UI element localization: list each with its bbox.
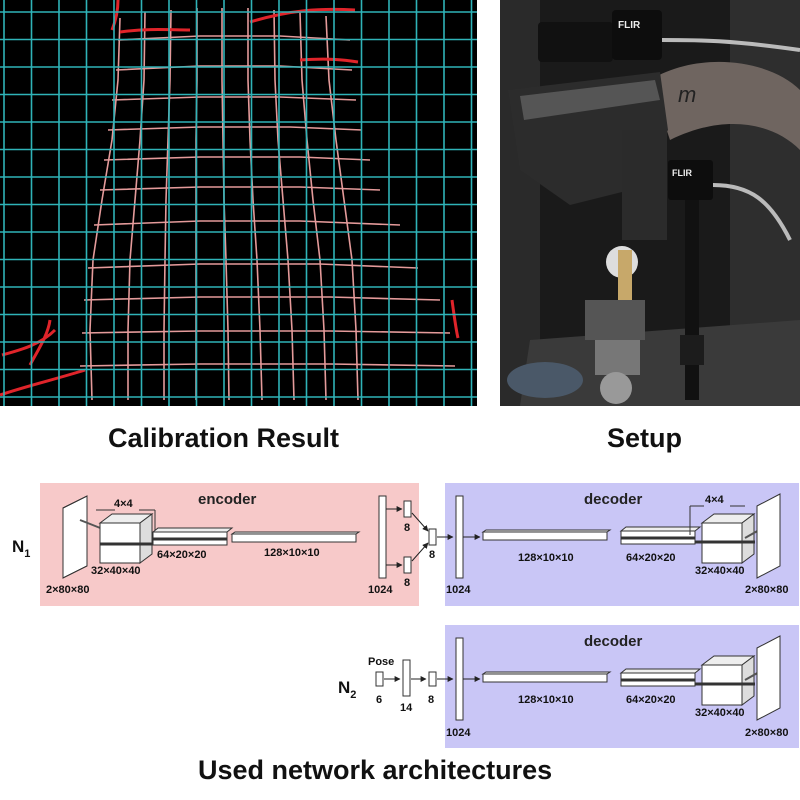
setup-photo: m FLIR FLIR (500, 0, 800, 406)
calibration-reference-grid (0, 0, 477, 406)
decoder-n1-deconv2-block (619, 526, 702, 545)
top-camera-lens (538, 22, 613, 62)
network2-latent-size: 8 (428, 694, 434, 706)
encoder-sigma-size: 8 (404, 577, 410, 589)
decoder-n1-deconv3-size: 32×40×40 (695, 565, 745, 577)
decoder-n1-fc-layer (455, 495, 464, 579)
decoder-n1-output-layer (756, 493, 781, 579)
network1-latent-size: 8 (429, 549, 435, 561)
network2-label: N2 (338, 678, 356, 701)
caption-calibration-result: Calibration Result (108, 423, 340, 453)
decoder-n2-fc-layer (455, 637, 464, 721)
network-architectures-diagram: N1 encoder 2×80×80 4×4 32×40×40 64×20×20… (12, 483, 799, 748)
caption-network-architectures: Used network architectures (198, 755, 553, 785)
decoder-n2-output-layer (756, 635, 781, 721)
decoder-kernel-size: 4×4 (705, 494, 725, 506)
network2-latent-layer (428, 671, 437, 687)
decoder-n2-deconv2-size: 64×20×20 (626, 694, 676, 706)
top-camera-body (612, 10, 662, 60)
calibration-warped-grid (79, 8, 456, 401)
decoder-n1-deconv3-block (695, 513, 756, 564)
side-camera-brand: FLIR (672, 168, 692, 178)
decoder-n1-fc-size: 1024 (446, 584, 471, 596)
encoder-conv2-size: 64×20×20 (157, 549, 207, 561)
decoder-n2-deconv3-size: 32×40×40 (695, 707, 745, 719)
encoder-kernel-size: 4×4 (114, 498, 134, 510)
top-camera-brand: FLIR (618, 20, 641, 31)
decoder-n2-deconv1-size: 128×10×10 (518, 694, 574, 706)
decoder-title-n1: decoder (584, 491, 643, 508)
encoder-mu-size: 8 (404, 522, 410, 534)
camera-mount (622, 130, 667, 240)
network2-pose-size: 6 (376, 694, 382, 706)
encoder-input-size: 2×80×80 (46, 584, 89, 596)
caption-setup: Setup (607, 423, 683, 453)
decoder-n1-deconv1-block (481, 529, 612, 541)
decoder-n2-deconv2-block (619, 668, 702, 687)
network1-latent-layer (428, 528, 437, 546)
encoder-conv3-size: 128×10×10 (264, 547, 320, 559)
decoder-title-n2: decoder (584, 633, 643, 650)
encoder-conv3-block (230, 531, 361, 543)
network2-pose-label: Pose (368, 656, 394, 668)
decoder-n2-deconv3-block (695, 655, 756, 706)
encoder-conv1-size: 32×40×40 (91, 565, 141, 577)
side-camera-body (668, 160, 713, 200)
network1-label: N1 (12, 537, 30, 560)
decoder-n2-fc-size: 1024 (446, 727, 471, 739)
decoder-n2-deconv1-block (481, 671, 612, 683)
encoder-fc-size: 1024 (368, 584, 393, 596)
mounting-post (685, 200, 699, 400)
decoder-n1-output-size: 2×80×80 (745, 584, 788, 596)
optical-table (520, 320, 800, 406)
encoder-conv2-block (151, 527, 234, 546)
calibration-result-image (0, 0, 477, 406)
decoder-n2-output-size: 2×80×80 (745, 727, 788, 739)
network2-hidden-size: 14 (400, 702, 413, 714)
encoder-sigma-layer (403, 556, 412, 574)
network2-hidden-layer (402, 659, 411, 697)
decoder-n1-deconv2-size: 64×20×20 (626, 552, 676, 564)
encoder-conv1-block (98, 513, 154, 564)
strap-handwriting: m (678, 82, 696, 107)
network2-pose-layer (375, 671, 384, 687)
encoder-fc-layer (378, 495, 387, 579)
translation-stage (585, 300, 645, 340)
encoder-input-layer (62, 495, 88, 579)
decoder-n1-deconv1-size: 128×10×10 (518, 552, 574, 564)
headset-strap (650, 61, 800, 150)
encoder-mu-layer (403, 500, 412, 518)
encoder-title: encoder (198, 491, 257, 508)
